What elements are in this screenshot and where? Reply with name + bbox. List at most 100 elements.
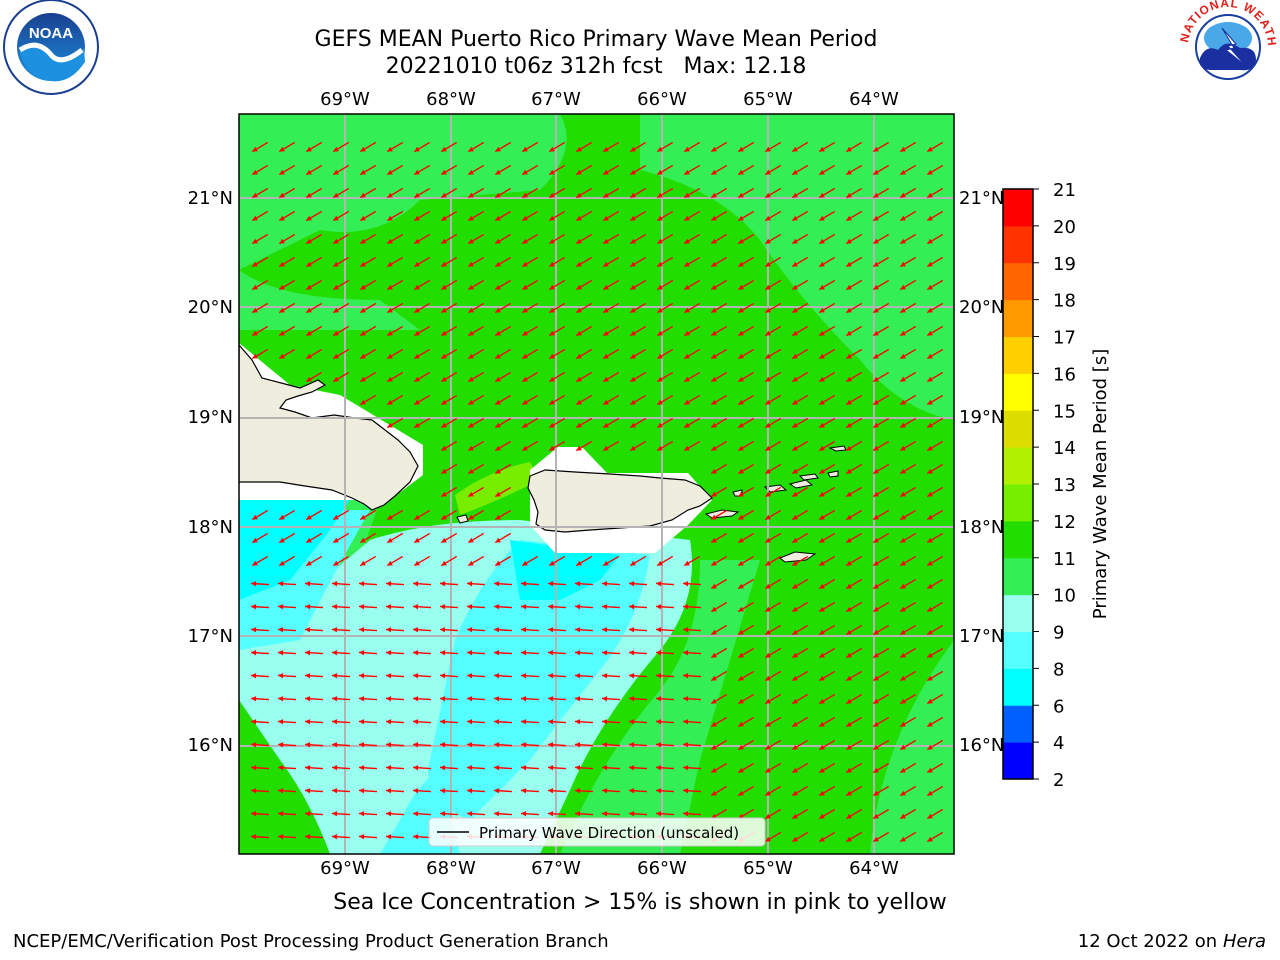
- wave-arrow: [683, 164, 701, 176]
- wave-arrow: [791, 762, 809, 774]
- lon-labels-top: 69°W 68°W 67°W 66°W 65°W 64°W: [320, 89, 899, 110]
- wave-arrow: [764, 647, 782, 659]
- wave-arrow: [845, 808, 863, 820]
- wave-arrow: [845, 279, 863, 291]
- wave-arrow: [466, 719, 486, 725]
- wave-arrow: [331, 627, 351, 633]
- wave-arrow: [628, 811, 648, 817]
- wave-arrow: [548, 233, 566, 245]
- wave-arrow: [277, 811, 297, 817]
- wave-arrow: [494, 463, 512, 475]
- wave-arrow: [575, 371, 593, 383]
- colorbar-segment: [1003, 594, 1033, 632]
- wave-arrow: [602, 555, 620, 567]
- lon-label: 68°W: [426, 89, 476, 110]
- wave-arrow: [764, 256, 782, 268]
- wave-arrow: [331, 788, 351, 794]
- wave-arrow: [602, 417, 620, 429]
- wave-arrow: [710, 555, 728, 567]
- wave-arrow: [332, 555, 350, 567]
- lat-label: 20°N: [188, 297, 233, 318]
- wave-arrow: [872, 164, 890, 176]
- wave-arrow: [791, 371, 809, 383]
- wave-arrow: [521, 210, 539, 222]
- wave-arrow: [655, 673, 675, 679]
- wave-arrow: [737, 555, 755, 567]
- wave-arrow: [574, 581, 594, 587]
- wave-arrow: [899, 739, 917, 751]
- wave-arrow: [845, 716, 863, 728]
- wave-arrow: [899, 624, 917, 636]
- wave-arrow: [251, 509, 269, 521]
- wave-arrow: [845, 486, 863, 498]
- wave-arrow: [278, 302, 296, 314]
- wave-arrow: [737, 371, 755, 383]
- chart-title-line2: 20221010 t06z 312h fcst Max: 12.18: [385, 54, 807, 79]
- wave-arrow: [493, 650, 513, 656]
- wave-arrow: [737, 141, 755, 153]
- colorbar-segment: [1003, 668, 1033, 706]
- wave-arrow: [872, 785, 890, 797]
- wave-arrow: [818, 831, 836, 843]
- wave-arrow: [575, 555, 593, 567]
- lat-labels-right: 21°N 20°N 19°N 18°N 17°N 16°N: [959, 188, 1004, 756]
- wave-arrow: [737, 302, 755, 314]
- wave-arrow: [278, 256, 296, 268]
- wave-arrow: [764, 463, 782, 475]
- wave-arrow: [547, 581, 567, 587]
- wave-arrow: [466, 673, 486, 679]
- period-8-9-region: [428, 540, 650, 820]
- wave-arrow: [547, 650, 567, 656]
- wave-arrow: [386, 210, 404, 222]
- wave-arrow: [683, 233, 701, 245]
- wave-arrow: [439, 696, 459, 702]
- wave-arrow: [764, 325, 782, 337]
- wave-arrow: [791, 233, 809, 245]
- wave-arrow: [386, 509, 404, 521]
- wave-arrow: [358, 627, 378, 633]
- wave-arrow: [791, 187, 809, 199]
- wave-arrow: [899, 187, 917, 199]
- wave-arrow: [413, 256, 431, 268]
- wave-arrow: [683, 348, 701, 360]
- lat-label: 18°N: [959, 517, 1004, 538]
- wave-arrow: [385, 627, 405, 633]
- wave-arrow: [710, 187, 728, 199]
- wave-arrow: [683, 279, 701, 291]
- map-frame: [238, 113, 955, 855]
- wave-arrow: [440, 256, 458, 268]
- wave-arrow: [359, 325, 377, 337]
- wave-arrow: [629, 210, 647, 222]
- wave-arrow: [682, 627, 702, 633]
- wave-arrow: [818, 716, 836, 728]
- nws-logo-text: NATIONAL WEATHER SERVICE: [0, 0, 1279, 47]
- wave-arrow: [710, 417, 728, 429]
- wave-arrow: [440, 532, 458, 544]
- wave-arrow: [467, 394, 485, 406]
- wave-arrow: [467, 463, 485, 475]
- wave-arrow: [358, 673, 378, 679]
- wave-arrow: [791, 417, 809, 429]
- wave-arrow: [737, 762, 755, 774]
- wave-arrow: [332, 532, 350, 544]
- wave-arrow: [331, 811, 351, 817]
- lon-label: 66°W: [637, 89, 687, 110]
- wave-arrow: [656, 371, 674, 383]
- wave-arrow: [385, 673, 405, 679]
- wave-arrow: [548, 302, 566, 314]
- wave-arrow: [305, 141, 323, 153]
- wave-arrow: [764, 578, 782, 590]
- wave-arrow: [440, 210, 458, 222]
- wave-arrow: [494, 256, 512, 268]
- wave-arrow: [683, 256, 701, 268]
- wave-arrow: [467, 302, 485, 314]
- wave-arrow: [737, 532, 755, 544]
- wave-arrow: [845, 762, 863, 774]
- wave-arrow: [359, 256, 377, 268]
- wave-arrow: [277, 696, 297, 702]
- wave-arrow: [845, 210, 863, 222]
- wave-arrow: [872, 532, 890, 544]
- wave-arrow: [548, 187, 566, 199]
- wave-arrow: [926, 670, 944, 682]
- wave-arrow: [656, 394, 674, 406]
